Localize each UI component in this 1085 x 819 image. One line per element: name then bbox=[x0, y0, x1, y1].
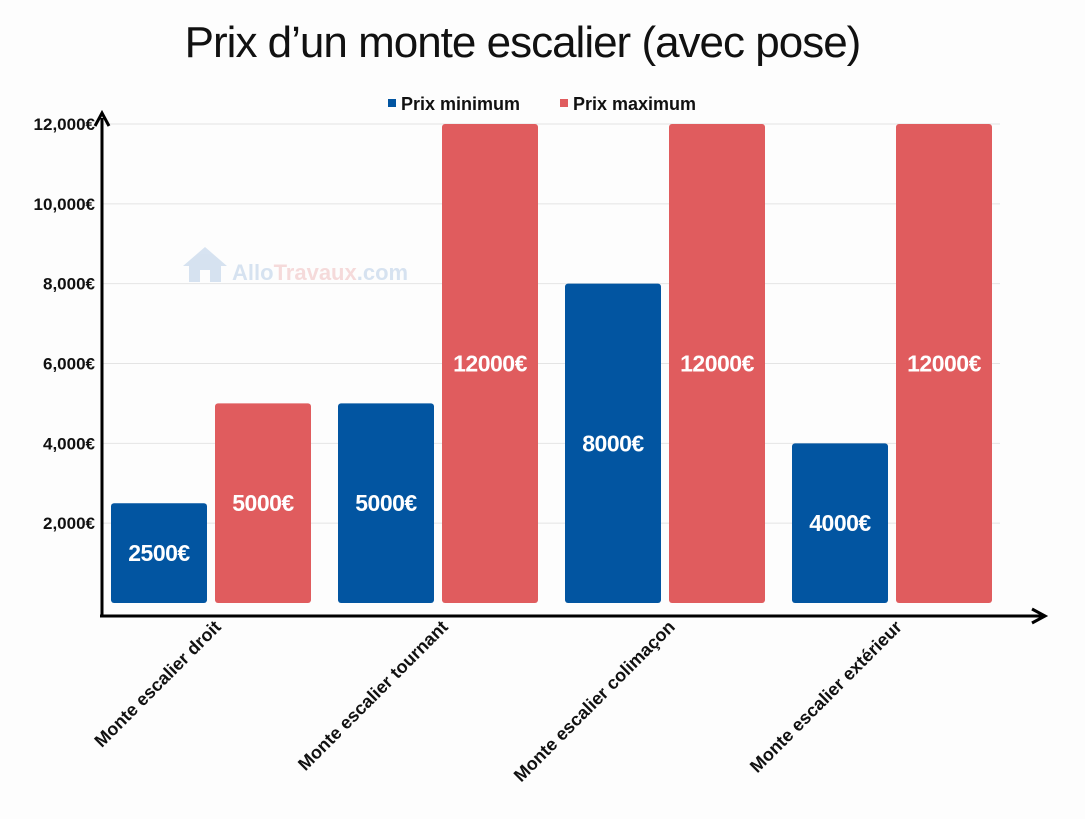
x-tick-label: Monte escalier extérieur bbox=[746, 617, 906, 777]
watermark-part-travaux: Travaux bbox=[274, 260, 358, 285]
bar-prix-maximum bbox=[442, 124, 538, 603]
legend-label-prix-maximum: Prix maximum bbox=[573, 94, 696, 114]
y-tick-label: 4,000€ bbox=[43, 434, 96, 453]
axes bbox=[93, 109, 1049, 625]
y-tick-label: 2,000€ bbox=[43, 514, 96, 533]
y-tick-label: 8,000€ bbox=[43, 275, 96, 294]
x-tick-label: Monte escalier colimaçon bbox=[510, 617, 679, 786]
y-tick-label: 6,000€ bbox=[43, 355, 96, 374]
house-door-icon bbox=[200, 270, 210, 282]
legend-label-prix-minimum: Prix minimum bbox=[401, 94, 520, 114]
house-icon bbox=[183, 247, 227, 282]
bar-prix-maximum bbox=[215, 403, 311, 603]
x-tick-labels: Monte escalier droit Monte escalier tourn… bbox=[90, 617, 905, 786]
y-tick-label: 10,000€ bbox=[34, 195, 96, 214]
bar-prix-minimum bbox=[565, 283, 661, 603]
data-label: 12000€ bbox=[907, 351, 981, 377]
data-labels: 2500€ 5000€ 5000€ 12000€ 8000€ 12000€ 4000€ 120… bbox=[128, 351, 982, 567]
legend-swatch-prix-minimum bbox=[388, 99, 396, 107]
bars bbox=[111, 124, 992, 603]
bar-prix-minimum bbox=[111, 503, 207, 603]
bar-prix-maximum bbox=[669, 124, 765, 603]
data-label: 12000€ bbox=[453, 351, 527, 377]
watermark-part-com: .com bbox=[357, 260, 408, 285]
data-label: 2500€ bbox=[128, 540, 190, 566]
x-axis-arrow-icon bbox=[1031, 607, 1049, 625]
data-label: 5000€ bbox=[232, 490, 294, 516]
legend-swatch-prix-maximum bbox=[560, 99, 568, 107]
y-axis-arrow-icon bbox=[93, 109, 111, 127]
data-label: 8000€ bbox=[582, 430, 644, 456]
data-label: 4000€ bbox=[809, 510, 871, 536]
svg-text:AlloTravaux.com: AlloTravaux.com bbox=[232, 260, 408, 285]
data-label: 5000€ bbox=[355, 490, 417, 516]
y-tick-labels: 2,000€ 4,000€ 6,000€ 8,000€ 10,000€ 12,000€ bbox=[34, 115, 96, 533]
bar-prix-minimum bbox=[792, 443, 888, 603]
x-tick-label: Monte escalier tournant bbox=[294, 617, 452, 775]
legend: Prix minimum Prix maximum bbox=[388, 94, 696, 114]
watermark-logo: AlloTravaux.com bbox=[183, 247, 408, 285]
watermark-part-allo: Allo bbox=[232, 260, 274, 285]
chart-title: Prix d’un monte escalier (avec pose) bbox=[184, 18, 862, 67]
y-tick-label: 12,000€ bbox=[34, 115, 96, 134]
bar-prix-maximum bbox=[896, 124, 992, 603]
x-tick-label: Monte escalier droit bbox=[90, 617, 224, 751]
bar-prix-minimum bbox=[338, 403, 434, 603]
data-label: 12000€ bbox=[680, 351, 754, 377]
